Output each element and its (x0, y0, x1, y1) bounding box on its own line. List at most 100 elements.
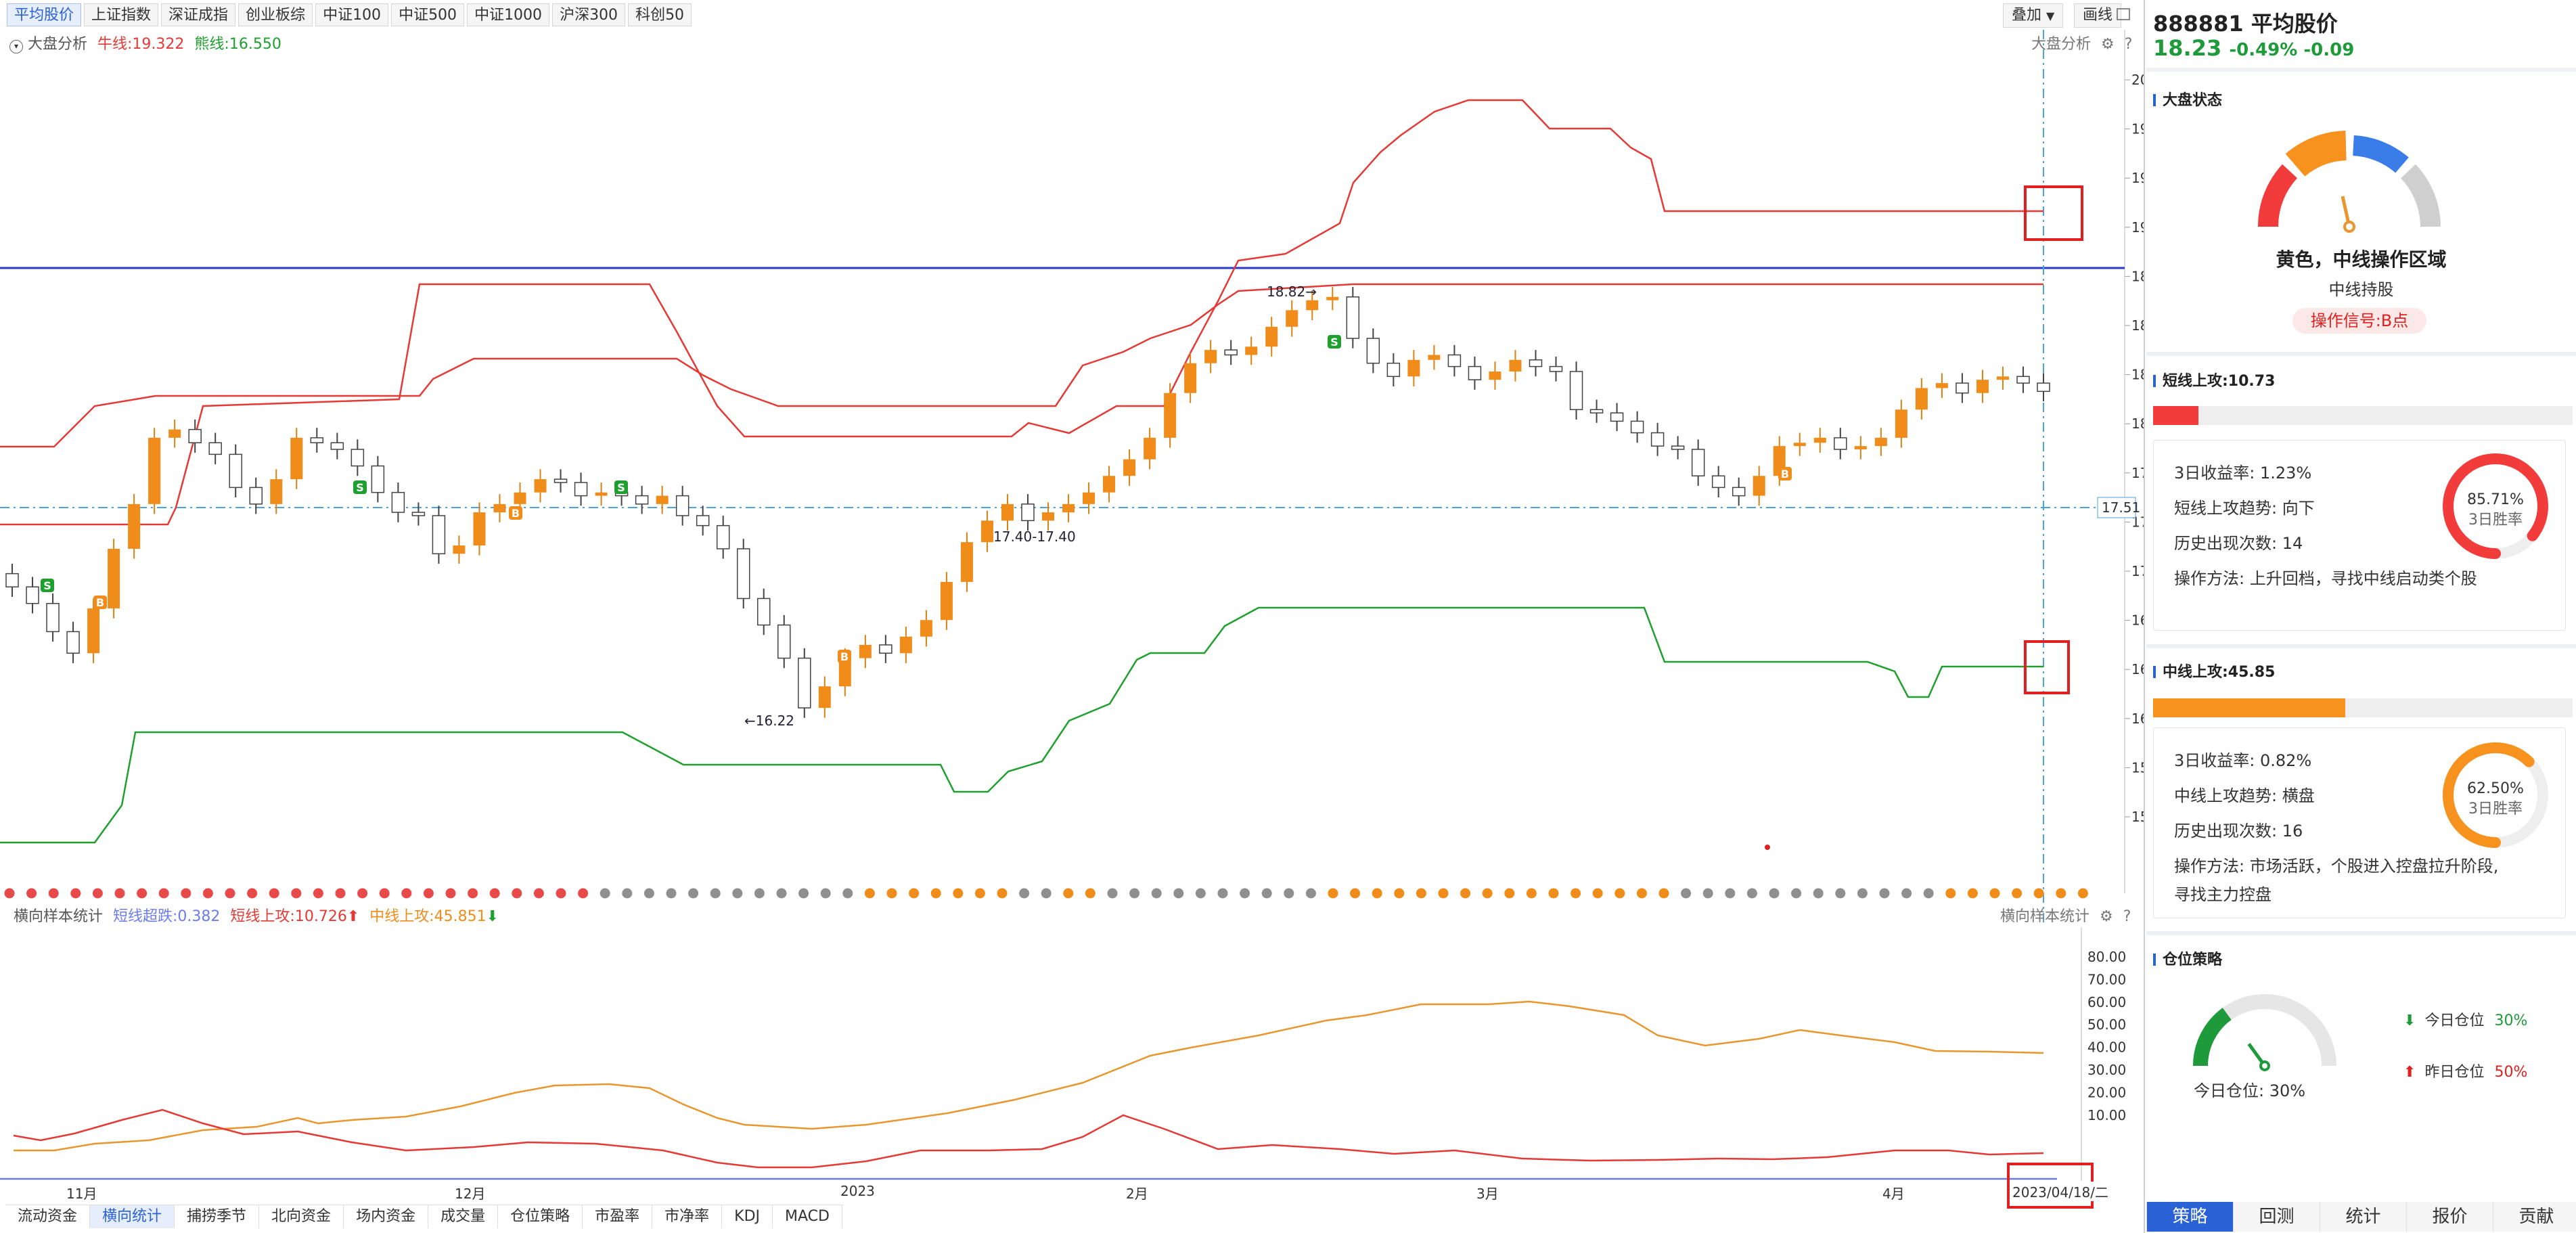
market-sub-text: 中线持股 (2328, 280, 2394, 299)
signal-dot (1879, 888, 1890, 899)
candle (1001, 494, 1014, 531)
candle (2037, 373, 2050, 402)
tab-liquidity[interactable]: 流动资金 (5, 1205, 91, 1228)
mid-attack-line (14, 1000, 2044, 1152)
tab-volume[interactable]: 成交量 (428, 1205, 499, 1228)
signal-dot (1725, 888, 1736, 899)
tab-macd[interactable]: MACD (773, 1205, 842, 1228)
gear-icon[interactable]: ⚙ (2101, 36, 2115, 53)
gauge-pivot (2343, 221, 2355, 233)
candle (980, 510, 993, 552)
mid-attack-label: 中线上攻:45.851⬇ (369, 908, 499, 925)
tab-pe[interactable]: 市盈率 (583, 1205, 653, 1228)
lower-help-icon[interactable]: ? (2123, 908, 2131, 925)
lower-stat-chart[interactable]: 80.00 70.00 60.00 50.00 40.00 30.00 20.00 10.00 (0, 927, 2145, 1181)
tab-sh-index[interactable]: 上证指数 (84, 3, 159, 26)
signal-dot (600, 888, 610, 899)
candle (1854, 436, 1867, 459)
tab-quote[interactable]: 报价 (2406, 1202, 2493, 1232)
lower-gear-icon[interactable]: ⚙ (2100, 908, 2113, 925)
price-tick-label: 18.63 (2131, 317, 2145, 334)
stock-price-line: 18.23 -0.49% -0.09 (2153, 35, 2354, 61)
lower-tick-label: 70.00 (2087, 971, 2126, 987)
tab-kdj[interactable]: KDJ (722, 1205, 773, 1228)
today-position-key: 今日仓位 (2424, 1012, 2485, 1029)
candle (1184, 353, 1197, 403)
candle (595, 483, 608, 506)
help-icon[interactable]: ? (2124, 36, 2133, 53)
candle (188, 419, 202, 453)
candle (1103, 466, 1116, 503)
signal-dot (1129, 888, 1140, 899)
candle (879, 635, 892, 663)
bear-line (0, 606, 2043, 844)
candle (87, 598, 100, 663)
gauge-red (2257, 164, 2298, 227)
candle (553, 469, 568, 493)
low-price-annotation: ←16.22 (744, 713, 794, 729)
draw-line-button[interactable]: 画线 (2074, 3, 2122, 28)
tab-sz-index[interactable]: 深证成指 (161, 3, 236, 26)
tab-hs300[interactable]: 沪深300 (552, 3, 626, 26)
price-tick-label: 16.26 (2131, 711, 2145, 727)
tab-strategy[interactable]: 策略 (2146, 1202, 2233, 1232)
candle (1691, 439, 1705, 486)
main-price-chart[interactable]: 20.11 19.82 19.52 19.22 18.93 18.63 18.33 18.04… (0, 30, 2145, 923)
candle (1996, 366, 2009, 390)
signal-dot (732, 888, 743, 899)
position-gauge (2193, 994, 2336, 1071)
signal-dot (92, 888, 103, 899)
candle (1935, 373, 1948, 399)
tab-position-strategy[interactable]: 仓位策略 (498, 1205, 583, 1228)
signal-dot (247, 888, 258, 899)
layout-icon[interactable] (2117, 8, 2130, 20)
candle (1447, 344, 1462, 377)
tab-chinext[interactable]: 创业板综 (238, 3, 313, 26)
svg-text:B: B (840, 650, 849, 663)
overlay-label: 叠加 (2012, 7, 2042, 24)
price-tick-label: 19.22 (2131, 219, 2145, 236)
signal-dot (2012, 888, 2023, 899)
signal-dot (1769, 888, 1780, 899)
candle (1062, 494, 1075, 522)
tab-market-funds[interactable]: 场内资金 (344, 1205, 429, 1228)
trade-markers: S B S B S B S B (41, 335, 1792, 663)
candle (1306, 290, 1319, 321)
tab-contribution[interactable]: 贡献 (2493, 1202, 2576, 1232)
current-date: 2023/04/18/二 (2012, 1182, 2109, 1201)
indicator-name[interactable]: 大盘分析 (28, 36, 88, 53)
candle (1346, 287, 1360, 349)
candle (1549, 356, 1563, 382)
tab-backtest[interactable]: 回测 (2233, 1202, 2320, 1232)
tab-csi1000[interactable]: 中证1000 (467, 3, 550, 26)
signal-dot (269, 888, 279, 899)
tab-csi500[interactable]: 中证500 (391, 3, 465, 26)
signal-dot (1791, 888, 1802, 899)
tab-northbound[interactable]: 北向资金 (259, 1205, 344, 1228)
tab-avg-price[interactable]: 平均股价 (7, 3, 82, 26)
panel-divider[interactable] (2144, 0, 2145, 1233)
candle (777, 614, 791, 669)
tab-csi100[interactable]: 中证100 (315, 3, 389, 26)
tab-horizontal-stats[interactable]: 横向统计 (90, 1205, 175, 1228)
candle (1224, 340, 1238, 365)
lower-indicator-name[interactable]: 横向样本统计 (14, 908, 104, 925)
tab-statistics[interactable]: 统计 (2320, 1202, 2406, 1232)
signal-dot (445, 888, 456, 899)
candle (1428, 344, 1441, 370)
crosshair-price: 17.51 (2102, 499, 2140, 516)
tab-pb[interactable]: 市净率 (652, 1205, 723, 1228)
mid-attack-title: 中线上攻:45.85 (2153, 660, 2275, 681)
collapse-icon[interactable]: ▾ (9, 40, 23, 53)
signal-dot (930, 888, 941, 899)
overlay-button[interactable]: 叠加 ▼ (2003, 3, 2064, 28)
price-tick-label: 17.74 (2131, 465, 2145, 481)
mid-3d-return: 3日收益率: 0.82% (2174, 751, 2312, 770)
bottom-tab-bar: 流动资金 横向统计 捕捞季节 北向资金 场内资金 成交量 仓位策略 市盈率 市净率 KDJ MACD (5, 1205, 842, 1228)
tab-star50[interactable]: 科创50 (628, 3, 692, 26)
signal-dot (754, 888, 765, 899)
yesterday-position-key: 昨日仓位 (2424, 1064, 2485, 1081)
tab-fishing-season[interactable]: 捕捞季节 (175, 1205, 260, 1228)
today-position-value: 30% (2494, 1012, 2528, 1029)
lower-tick-label: 30.00 (2087, 1062, 2126, 1078)
